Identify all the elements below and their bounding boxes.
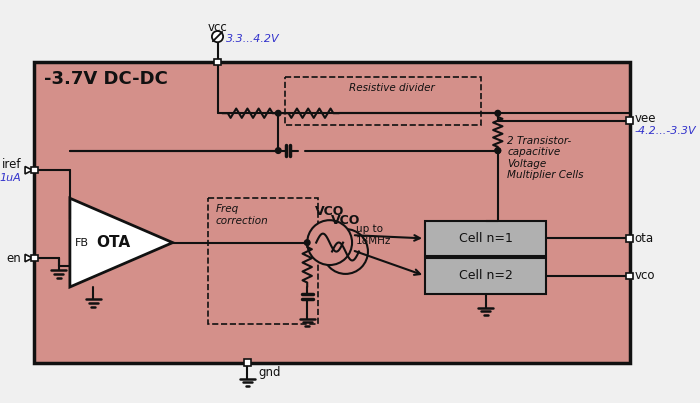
Text: vee: vee xyxy=(634,112,656,125)
Text: vcc: vcc xyxy=(208,21,228,34)
Bar xyxy=(425,258,547,293)
Polygon shape xyxy=(70,198,173,287)
Text: OTA: OTA xyxy=(96,235,130,250)
Text: -3.7V DC-DC: -3.7V DC-DC xyxy=(43,70,167,87)
Circle shape xyxy=(495,148,500,154)
Text: FB: FB xyxy=(75,238,89,247)
Bar xyxy=(214,58,220,65)
Bar xyxy=(285,77,481,125)
Text: VCO: VCO xyxy=(315,205,344,218)
Text: -4.2...-3.3V: -4.2...-3.3V xyxy=(634,126,696,136)
Circle shape xyxy=(495,148,500,154)
Text: Resistive divider: Resistive divider xyxy=(349,83,435,93)
Bar xyxy=(626,272,633,279)
Text: iref: iref xyxy=(2,158,21,171)
Text: 3.3...4.2V: 3.3...4.2V xyxy=(226,34,279,44)
Text: gnd: gnd xyxy=(258,366,281,378)
Circle shape xyxy=(275,110,281,116)
Text: up to
18MHz: up to 18MHz xyxy=(356,224,391,246)
Text: en: en xyxy=(6,251,21,264)
Bar xyxy=(425,221,547,256)
Circle shape xyxy=(323,229,368,274)
Bar xyxy=(34,62,629,363)
Polygon shape xyxy=(25,166,32,174)
Circle shape xyxy=(495,110,500,116)
Bar xyxy=(244,359,251,366)
Text: Cell n=1: Cell n=1 xyxy=(458,232,512,245)
Text: 1uA: 1uA xyxy=(0,172,21,183)
Bar xyxy=(626,117,633,124)
Bar xyxy=(208,198,318,324)
Text: Freq
correction: Freq correction xyxy=(216,204,268,226)
Text: vco: vco xyxy=(634,269,655,282)
Text: VCO: VCO xyxy=(331,214,360,227)
Text: 2 Transistor-
capacitive
Voltage
Multiplier Cells: 2 Transistor- capacitive Voltage Multipl… xyxy=(507,136,584,181)
Bar xyxy=(626,235,633,242)
Text: ota: ota xyxy=(634,232,653,245)
Text: Cell n=2: Cell n=2 xyxy=(458,269,512,282)
Bar xyxy=(31,167,38,173)
Circle shape xyxy=(307,220,352,265)
Circle shape xyxy=(275,148,281,154)
Polygon shape xyxy=(25,254,32,262)
Circle shape xyxy=(304,240,310,245)
Bar xyxy=(31,255,38,261)
Circle shape xyxy=(212,31,223,42)
